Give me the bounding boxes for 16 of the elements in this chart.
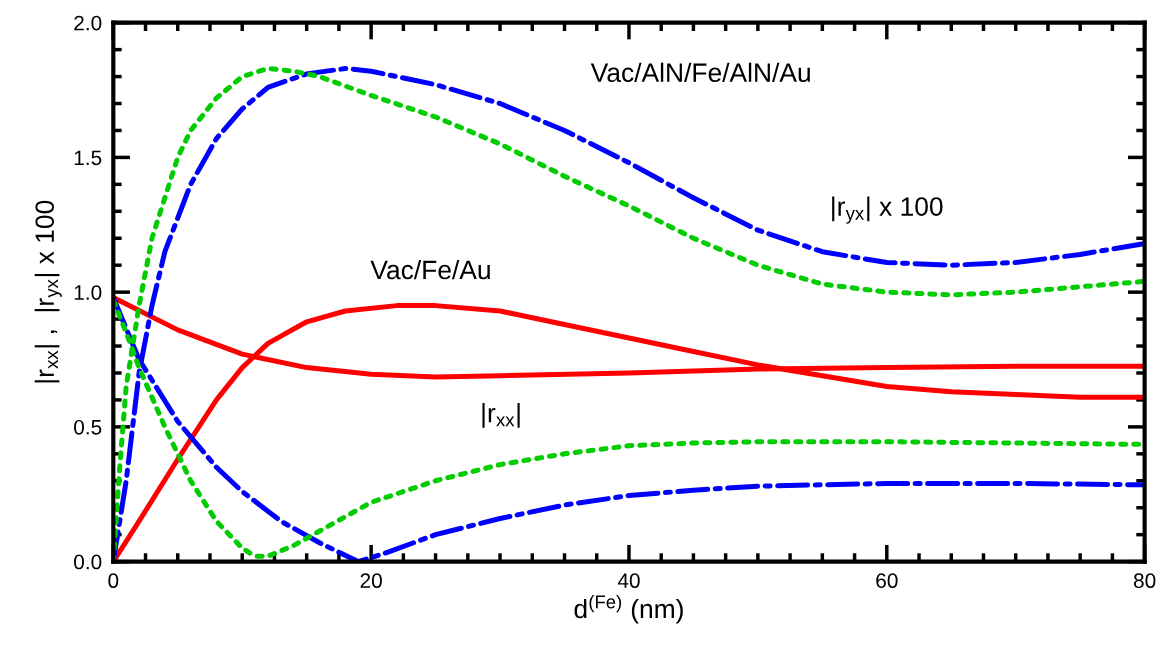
- annotation: Vac/Fe/Au: [370, 259, 490, 280]
- y-tick-label: 1.5: [74, 150, 102, 166]
- x-axis-title: d$^{(Fe)}$ (nm): [574, 594, 683, 624]
- annotation: Vac/AlN/Fe/AlN/Au: [590, 62, 810, 83]
- x-tick-label: 0: [108, 573, 119, 589]
- annotation: |r$_{yx}$| x 100: [832, 196, 943, 224]
- y-tick-label: 2.0: [74, 15, 102, 31]
- annotation: |r$_{xx}$|: [482, 403, 520, 428]
- x-tick-label: 40: [617, 573, 640, 589]
- x-tick-label: 80: [1133, 573, 1156, 589]
- y-tick-label: 0.5: [74, 419, 102, 435]
- y-axis-title: |r$_{xx}$| , |r$_{yx}$| x 100: [34, 200, 62, 383]
- y-tick-label: 1.0: [74, 285, 102, 300]
- y-tick-label: 0.0: [74, 554, 102, 570]
- x-tick-label: 60: [876, 573, 898, 589]
- x-tick-label: 20: [360, 573, 382, 589]
